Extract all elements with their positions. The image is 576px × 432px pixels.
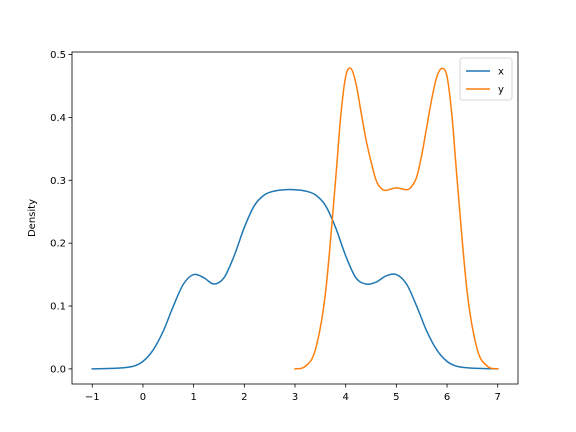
x-tick-label: 6 [444,392,450,403]
series-line-x [91,188,499,370]
plot-lines [91,67,499,370]
y-tick-label: 0.5 [50,50,66,61]
legend: xy [459,57,513,101]
y-tick-label: 0.4 [50,113,66,124]
x-tick-label: −1 [85,392,100,403]
x-tick-label: 4 [342,392,348,403]
x-tick-label: 1 [190,392,196,403]
y-tick-label: 0.0 [50,364,66,375]
y-axis-title: Density [27,199,38,237]
x-tick-label: 0 [140,392,146,403]
legend-label-y: y [498,85,504,96]
x-axis: −1 0 1 2 3 4 5 6 7 [85,384,501,403]
legend-label-x: x [498,67,504,78]
x-tick-label: 5 [393,392,399,403]
y-tick-label: 0.2 [50,239,66,250]
x-tick-label: 7 [495,392,501,403]
x-tick-label: 3 [292,392,298,403]
y-tick-label: 0.1 [50,302,66,313]
y-tick-label: 0.3 [50,176,66,187]
y-axis: 0.0 0.1 0.2 0.3 0.4 0.5 [50,50,72,375]
legend-box [459,57,513,101]
series-line-y [294,67,499,370]
x-tick-label: 2 [241,392,247,403]
